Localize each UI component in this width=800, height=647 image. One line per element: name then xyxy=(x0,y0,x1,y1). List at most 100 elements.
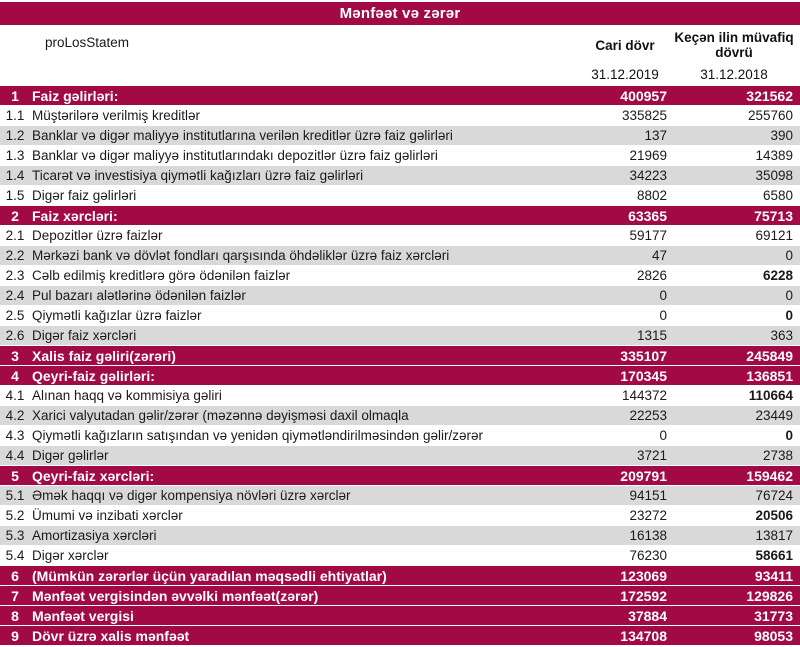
row-value-2019: 1315 xyxy=(636,328,667,343)
row-value-2019: 335107 xyxy=(620,347,667,364)
table-row: 5.4 Digər xərclər 76230 58661 xyxy=(0,546,800,566)
row-value-2019: 3721 xyxy=(636,448,667,463)
row-label: Digər gəlirlər xyxy=(32,448,109,463)
row-value-2018: 2738 xyxy=(762,448,793,463)
table-row: 1.2 Banklar və digər maliyyə institutları… xyxy=(0,126,800,146)
row-value-2018: 129826 xyxy=(746,587,793,604)
row-value-2018: 255760 xyxy=(747,108,793,123)
row-number: 7 xyxy=(11,587,19,604)
row-number: 5.3 xyxy=(5,528,25,543)
table-body: 1 Faiz gəlirləri: 400957 321562 1.1 Müştərilə… xyxy=(0,86,800,646)
row-label: Qiymətli kağızlar üzrə faizlər xyxy=(32,308,202,323)
row-label: Qiymətli kağızların satışından və yenidə… xyxy=(32,428,483,443)
row-value-2019: 170345 xyxy=(620,367,667,384)
row-value-2019: 76230 xyxy=(629,548,667,563)
row-label: Depozitlər üzrə faizlər xyxy=(32,228,163,243)
row-number: 4.2 xyxy=(5,408,25,423)
row-value-2019: 34223 xyxy=(629,168,667,183)
row-value-2018: 23449 xyxy=(755,408,793,423)
row-label: Xalis faiz gəliri(zərəri) xyxy=(32,347,176,364)
row-value-2019: 400957 xyxy=(620,87,667,104)
row-value-2018: 6580 xyxy=(762,188,793,203)
row-value-2018: 20506 xyxy=(755,508,793,523)
statement-code-label: proLosStatem xyxy=(45,35,130,50)
row-number: 4.4 xyxy=(5,448,25,463)
row-value-2019: 144372 xyxy=(621,388,667,403)
row-number: 4 xyxy=(11,367,19,384)
row-value-2018: 245849 xyxy=(746,347,793,364)
row-number: 5.2 xyxy=(5,508,25,523)
row-number: 2.5 xyxy=(5,308,25,323)
row-value-2018: 0 xyxy=(785,248,793,263)
table-row: 2.5 Qiymətli kağızlar üzrə faizlər 0 0 xyxy=(0,306,800,326)
row-value-2019: 0 xyxy=(659,308,667,323)
row-value-2018: 14389 xyxy=(755,148,793,163)
row-value-2019: 0 xyxy=(659,288,667,303)
row-label: Ümumi və inzibati xərclər xyxy=(32,508,183,523)
row-value-2019: 8802 xyxy=(636,188,667,203)
table-row: 2.1 Depozitlər üzrə faizlər 59177 69121 xyxy=(0,226,800,246)
table-row: 5.3 Amortizasiya xərcləri 16138 13817 xyxy=(0,526,800,546)
row-number: 4.1 xyxy=(5,388,25,403)
row-value-2018: 110664 xyxy=(748,388,793,403)
table-section-row: 5 Qeyri-faiz xərcləri: 209791 159462 xyxy=(0,466,800,486)
row-value-2018: 93411 xyxy=(754,567,793,584)
table-section-row: 2 Faiz xərcləri: 63365 75713 xyxy=(0,206,800,226)
row-label: Faiz gəlirləri: xyxy=(32,87,119,104)
table-row: 1.4 Ticarət və investisiya qiymətli kağız… xyxy=(0,166,800,186)
row-label: Qeyri-faiz xərcləri: xyxy=(32,467,155,484)
row-label: Ticarət və investisiya qiymətli kağızlar… xyxy=(32,168,364,183)
table-section-row: 7 Mənfəət vergisindən əvvəlki mənfəət(zər… xyxy=(0,586,800,606)
row-value-2018: 69121 xyxy=(755,228,793,243)
row-value-2019: 63365 xyxy=(628,207,667,224)
row-number: 1.1 xyxy=(5,108,25,123)
row-label: Amortizasiya xərcləri xyxy=(32,528,157,543)
top-spacer xyxy=(0,0,800,2)
row-label: Digər faiz gəlirləri xyxy=(32,188,137,203)
row-label: Banklar və digər maliyyə institutlarına … xyxy=(32,128,453,143)
row-value-2019: 47 xyxy=(651,248,667,263)
row-value-2019: 16138 xyxy=(629,528,667,543)
column-header-prior-period: Keçən ilin müvafiq dövrü xyxy=(674,30,794,60)
row-value-2019: 134708 xyxy=(620,627,667,644)
column-date-prior: 31.12.2018 xyxy=(700,67,768,82)
row-number: 3 xyxy=(11,347,19,364)
row-value-2019: 21969 xyxy=(629,148,667,163)
row-value-2018: 363 xyxy=(770,328,793,343)
row-number: 4.3 xyxy=(5,428,25,443)
row-value-2019: 94151 xyxy=(629,488,667,503)
row-value-2018: 75713 xyxy=(754,207,793,224)
row-value-2019: 37884 xyxy=(628,607,667,624)
row-label: Digər xərclər xyxy=(32,548,109,563)
row-value-2019: 22253 xyxy=(629,408,667,423)
row-value-2019: 335825 xyxy=(621,108,667,123)
row-label: Banklar və digər maliyyə institutlarında… xyxy=(32,148,438,163)
row-number: 1 xyxy=(11,87,19,104)
row-label: Cəlb edilmiş kreditlərə görə ödənilən fa… xyxy=(32,268,291,283)
row-number: 5.4 xyxy=(5,548,25,563)
row-label: Mənfəət vergisindən əvvəlki mənfəət(zərə… xyxy=(32,587,319,604)
row-value-2019: 123069 xyxy=(620,567,667,584)
row-value-2019: 59177 xyxy=(629,228,667,243)
row-label: (Mümkün zərərlər üçün yaradılan məqsədli… xyxy=(32,567,387,584)
row-value-2019: 0 xyxy=(659,428,667,443)
table-row: 5.2 Ümumi və inzibati xərclər 23272 20506 xyxy=(0,506,800,526)
row-number: 2.2 xyxy=(5,248,25,263)
table-section-row: 6 (Mümkün zərərlər üçün yaradılan məqsədl… xyxy=(0,566,800,586)
row-value-2019: 172592 xyxy=(620,587,667,604)
row-value-2018: 13817 xyxy=(755,528,793,543)
column-header-current-period: Cari dövr xyxy=(595,38,655,53)
row-value-2018: 136851 xyxy=(746,367,793,384)
table-row: 2.6 Digər faiz xərcləri 1315 363 xyxy=(0,326,800,346)
row-number: 1.3 xyxy=(5,148,25,163)
report-title: Mənfəət və zərər xyxy=(0,2,800,25)
row-value-2018: 0 xyxy=(785,428,793,443)
table-header: proLosStatem Cari dövr Keçən ilin müvafi… xyxy=(0,25,800,86)
row-value-2018: 58661 xyxy=(755,548,793,563)
row-label: Əmək haqqı və digər kompensiya növləri ü… xyxy=(32,488,351,503)
table-row: 4.1 Alınan haqq və kommisiya gəliri 144372… xyxy=(0,386,800,406)
row-number: 1.5 xyxy=(5,188,25,203)
table-row: 2.4 Pul bazarı alətlərinə ödənilən faizlə… xyxy=(0,286,800,306)
table-section-row: 8 Mənfəət vergisi 37884 31773 xyxy=(0,606,800,626)
